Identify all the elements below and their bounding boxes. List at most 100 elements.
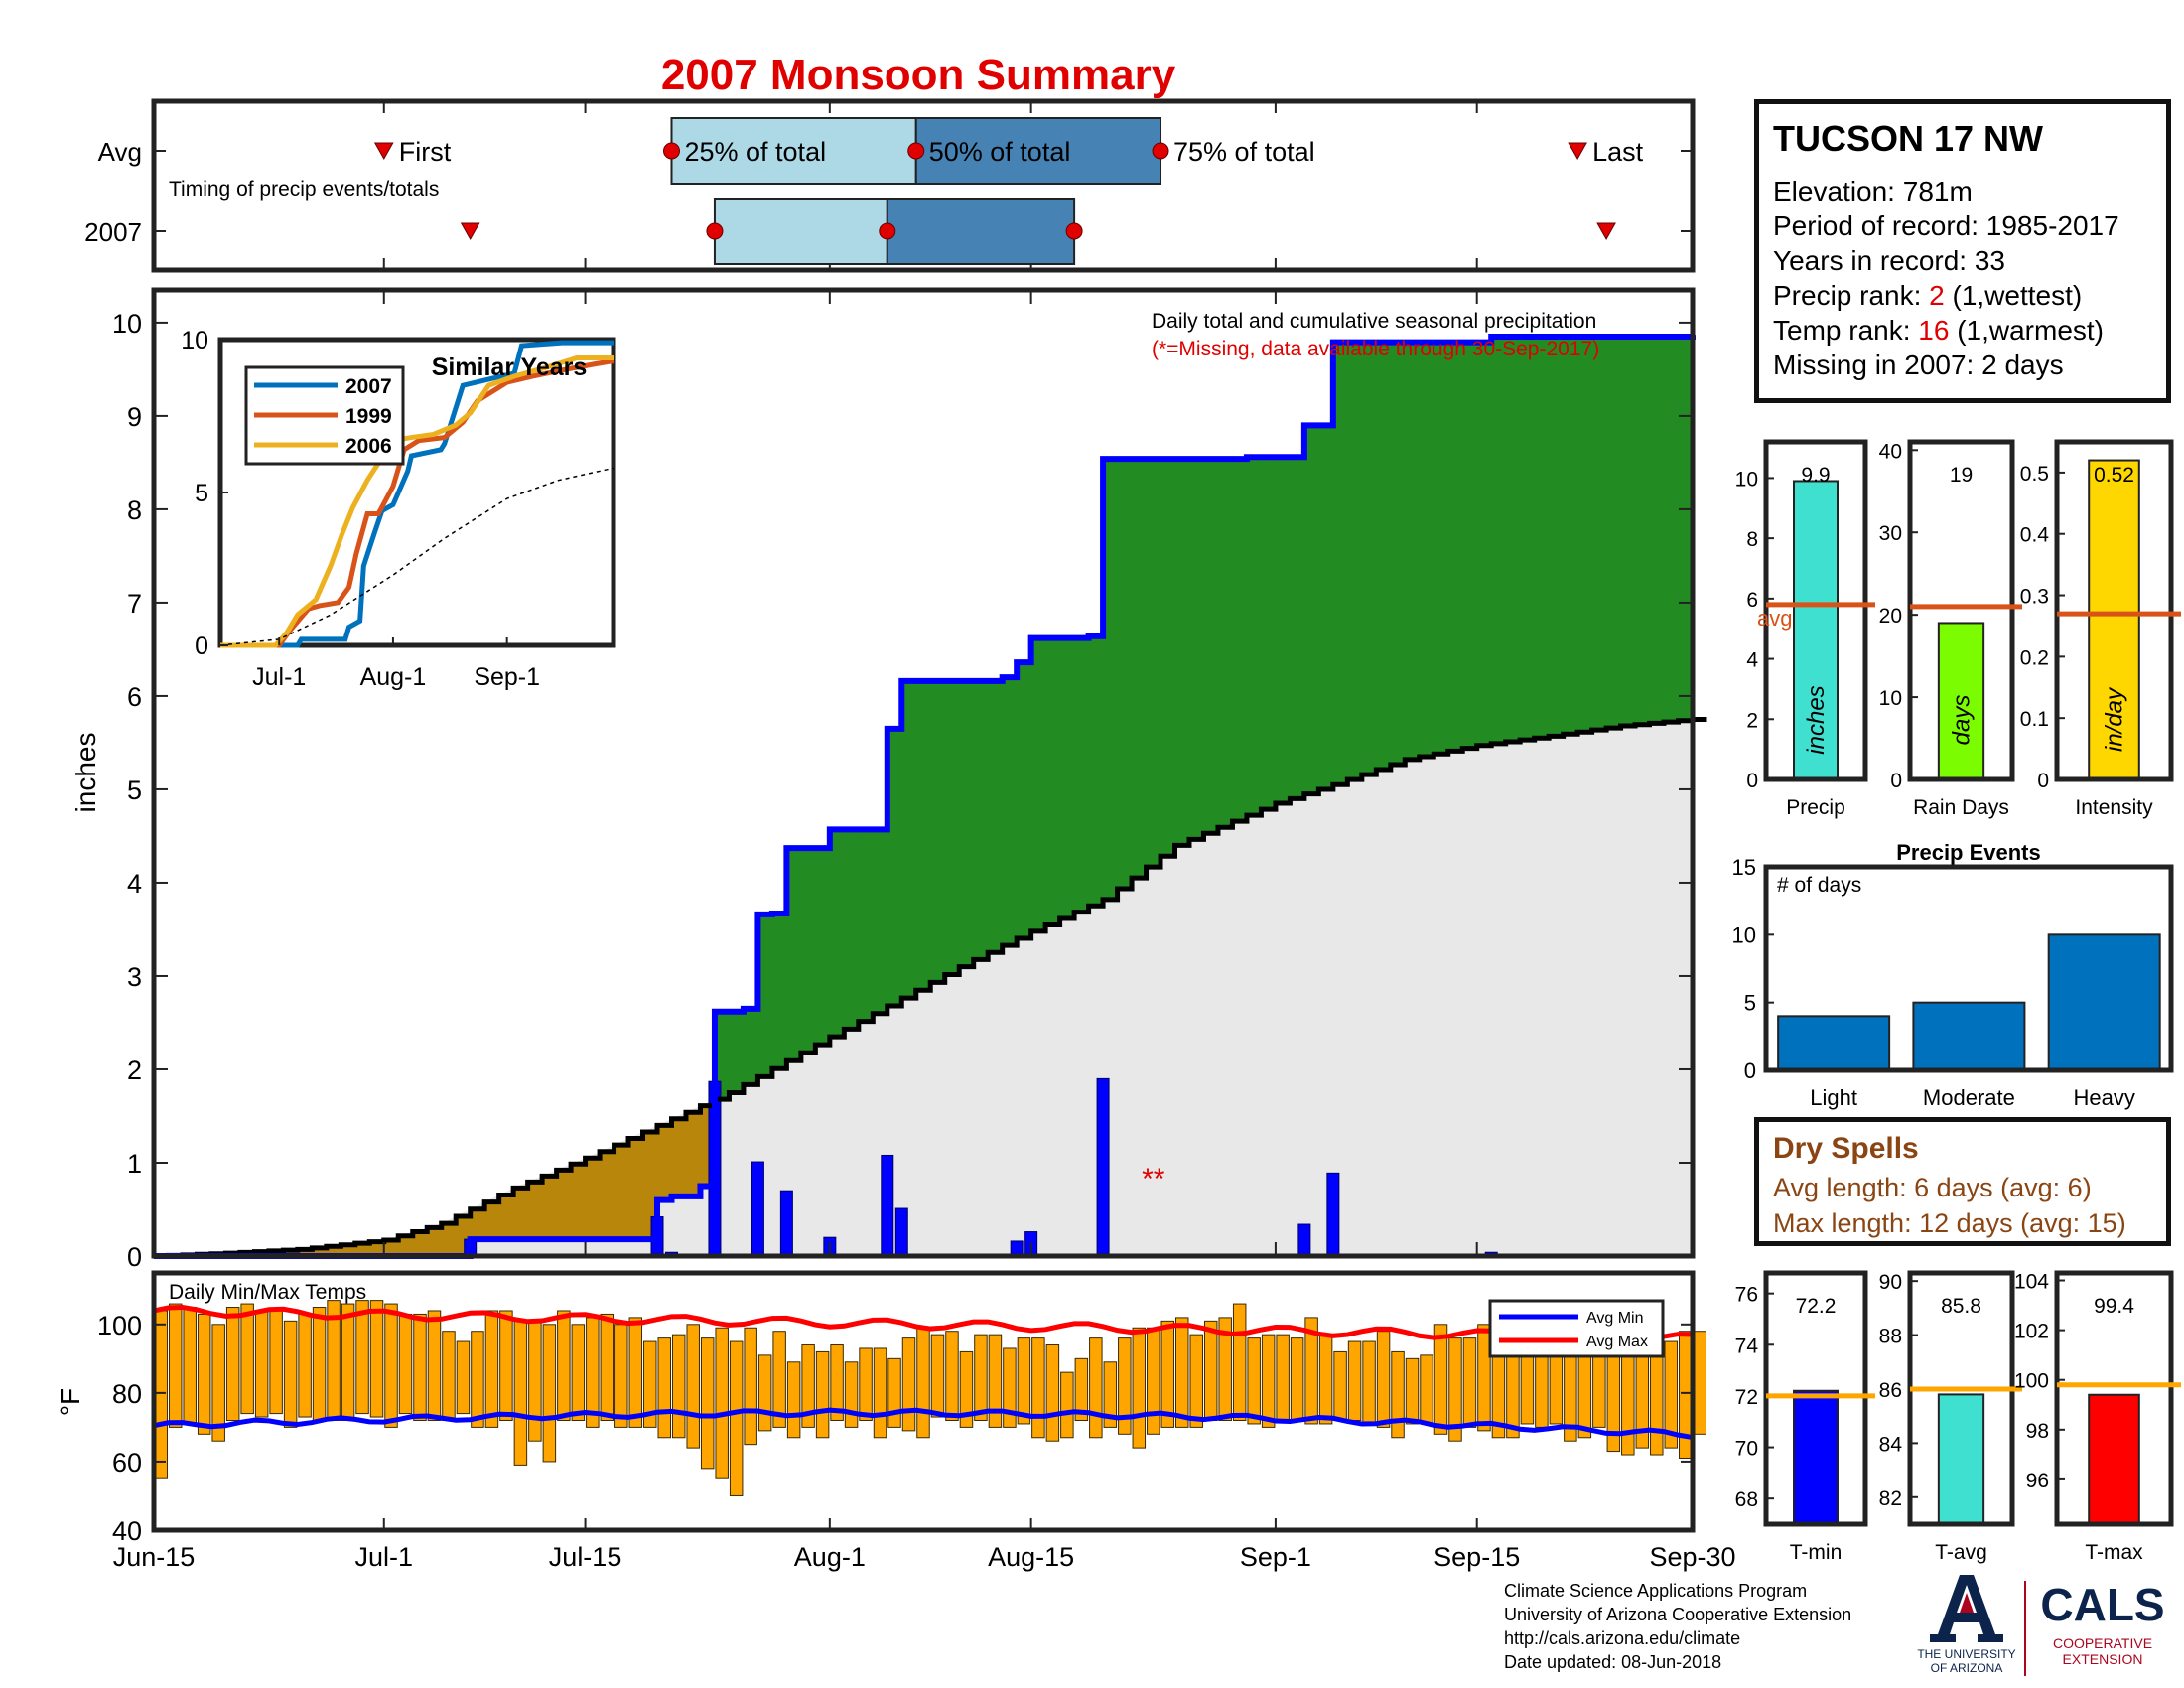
daily-temp-bar <box>1347 1340 1362 1421</box>
missing-label: Missing in 2007: <box>1773 350 1982 380</box>
timing-last-marker <box>1568 142 1587 161</box>
main-title: Daily total and cumulative seasonal prec… <box>1152 310 1596 333</box>
daily-temp-bar <box>744 1327 757 1446</box>
totals-bar <box>1793 480 1839 780</box>
above-avg-fill <box>1030 637 1046 931</box>
below-avg-fill <box>312 1247 328 1256</box>
above-avg-fill <box>729 1011 745 1093</box>
daily-temp-bar <box>283 1320 298 1428</box>
ua-cals-logo: THE UNIVERSITY OF ARIZONA CALS COOPERATI… <box>1917 1575 2165 1676</box>
temps-ytick-label: 80 <box>112 1379 142 1409</box>
similar-legend-label: 1999 <box>345 405 392 428</box>
main-ytick-label: 4 <box>127 869 142 899</box>
daily-temp-bar <box>1433 1324 1448 1435</box>
above-avg-fill <box>1649 337 1665 724</box>
daily-temp-bar <box>1247 1337 1261 1425</box>
daily-temp-bar <box>1118 1337 1132 1435</box>
daily-temp-bar <box>1261 1334 1276 1428</box>
daily-temp-bar <box>1160 1320 1175 1428</box>
below-avg-fill <box>498 1195 514 1240</box>
daily-temp-bar <box>1060 1371 1074 1439</box>
precip-rank-line: Precip rank: 2 (1,wettest) <box>1773 278 2152 313</box>
avg-area-under-current <box>614 1239 629 1256</box>
daily-temp-bar <box>916 1327 930 1439</box>
temps-ylabel: °F <box>55 1388 85 1416</box>
credits-url[interactable]: http://cals.arizona.edu/climate <box>1504 1628 1741 1648</box>
below-avg-fill <box>527 1182 543 1240</box>
below-avg-fill <box>556 1170 572 1240</box>
temp-rank-line: Temp rank: 16 (1,warmest) <box>1773 313 2152 348</box>
above-avg-fill <box>858 829 874 1022</box>
temps-xtick-label: Aug-1 <box>794 1542 866 1572</box>
temps-title: Daily Min/Max Temps <box>169 1281 366 1304</box>
similar-legend-label: 2007 <box>345 375 392 398</box>
above-avg-fill <box>1390 342 1406 765</box>
above-avg-fill <box>1132 459 1148 879</box>
above-avg-fill <box>1549 337 1565 737</box>
tsum-ytick-label: 100 <box>2014 1370 2049 1393</box>
missing-data-marker: ** <box>1142 1163 1165 1196</box>
tsum-category-label: T-max <box>2085 1541 2143 1564</box>
timing-box-25-50 <box>713 198 888 265</box>
daily-temp-bar <box>269 1310 283 1415</box>
station-info-box: TUCSON 17 NW Elevation: 781m Period of r… <box>1754 99 2171 403</box>
temps-xtick-label: Sep-30 <box>1649 1542 1735 1572</box>
temps-ytick-label: 40 <box>112 1516 142 1546</box>
daily-temp-bar <box>959 1350 974 1428</box>
above-avg-fill <box>1318 425 1334 789</box>
daily-temp-bar <box>341 1303 355 1421</box>
below-avg-fill <box>657 1125 673 1200</box>
totals-ytick-label: 0.5 <box>2020 463 2049 486</box>
above-avg-fill <box>1347 342 1363 780</box>
daily-temp-bar <box>197 1313 211 1435</box>
totals-ytick-label: 0 <box>1746 770 1758 792</box>
above-avg-fill <box>887 728 902 1007</box>
above-avg-fill <box>973 680 989 960</box>
temps-panel: 40 60 80 100 Jun-15 Jul-1 Jul-15 Aug-1 Aug-15 Sep… <box>55 1270 1736 1572</box>
daily-temp-bar <box>1203 1320 1218 1421</box>
daily-temp-bar <box>1462 1337 1477 1428</box>
tsum-ytick-label: 84 <box>1879 1433 1903 1456</box>
similar-series-1999 <box>220 358 614 648</box>
main-ylabel: inches <box>70 733 101 813</box>
daily-temp-bar <box>628 1317 643 1428</box>
daily-temp-bar <box>571 1324 586 1421</box>
daily-temp-bar <box>772 1331 786 1428</box>
daily-precip-bar <box>881 1154 894 1257</box>
temps-xtick-label: Sep-15 <box>1433 1542 1520 1572</box>
tsum-ytick-label: 96 <box>2026 1470 2049 1492</box>
above-avg-fill <box>1620 337 1636 727</box>
avg-cumulative-line <box>154 716 1707 1259</box>
years-label: Years in record: <box>1773 245 1975 276</box>
tsum-bar <box>1937 1393 1985 1525</box>
timing-p25-marker <box>706 222 724 240</box>
similar-title: Similar Years <box>432 353 588 381</box>
above-avg-fill <box>959 680 975 967</box>
daily-temp-bar <box>988 1334 1003 1428</box>
totals-ytick-label: 0.1 <box>2020 708 2049 731</box>
dry-spells-max: Max length: 12 days (avg: 15) <box>1773 1208 2126 1238</box>
tsum-ytick-label: 102 <box>2014 1321 2049 1343</box>
temps-xtick-label: Jul-15 <box>549 1542 622 1572</box>
above-avg-fill <box>1361 342 1377 775</box>
above-avg-fill <box>1017 662 1032 938</box>
above-avg-fill <box>1678 337 1694 721</box>
daily-temp-bar <box>1132 1327 1147 1449</box>
tsum-ytick-label: 74 <box>1735 1335 1759 1357</box>
main-ytick-label: 0 <box>127 1242 142 1272</box>
events-bar-moderate <box>1912 1001 2026 1072</box>
daily-temp-bar <box>1045 1344 1060 1442</box>
similar-ytick-label: 5 <box>195 480 208 507</box>
totals-frame <box>2054 439 2174 782</box>
totals-ytick-label: 0.4 <box>2020 524 2050 547</box>
page-title: 2007 Monsoon Summary <box>661 51 1176 99</box>
above-avg-fill <box>771 913 787 1069</box>
daily-temp-bar <box>183 1307 197 1425</box>
timing-last-marker <box>1596 222 1616 241</box>
above-avg-fill <box>1002 677 1018 946</box>
totals-ytick-label: 10 <box>1879 687 1902 710</box>
precip-rank-value: 2 <box>1929 280 1945 311</box>
daily-temp-bar <box>225 1307 240 1421</box>
similar-years-panel: 0 5 10 Jul-1 Aug-1 Sep-1 Similar Years 2007 1999… <box>181 327 616 691</box>
daily-temp-bar <box>384 1303 398 1428</box>
